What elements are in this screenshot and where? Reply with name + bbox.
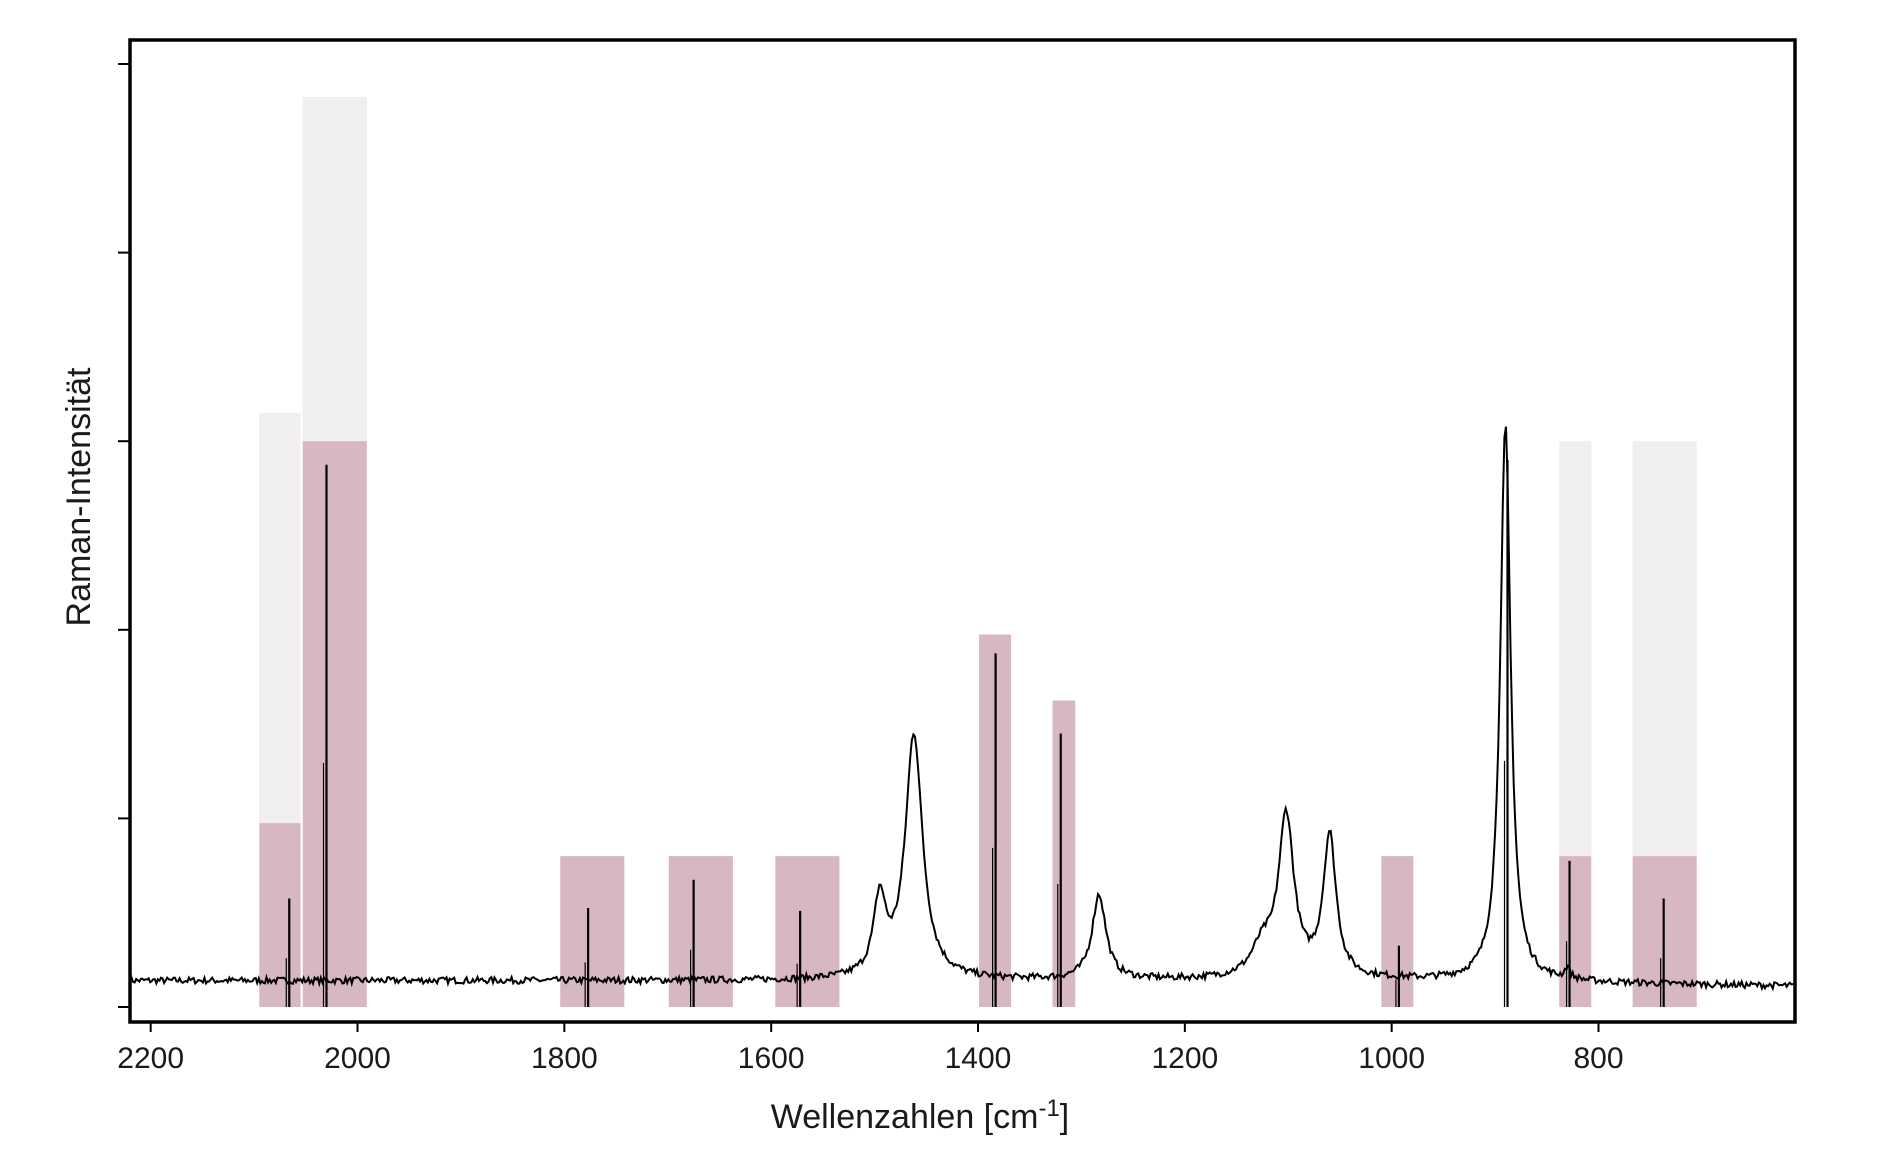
x-tick-label-800: 800 [1573,1042,1623,1075]
x-tick-label-1000: 1000 [1358,1042,1425,1075]
band-faded-0 [259,412,301,824]
reference-sticks [285,460,1665,1007]
x-tick-label-1200: 1200 [1151,1042,1218,1075]
band-4 [775,856,840,1007]
band-3 [668,856,733,1007]
plot-frame [128,38,1797,1024]
band-8 [1559,856,1592,1007]
highlight-bands [259,97,1697,1007]
band-faded-1 [302,97,367,442]
band-7 [1381,856,1414,1007]
axes: 2200 2000 1800 1600 1400 1200 1000 800 [117,38,1797,1075]
band-2 [560,856,625,1007]
band-faded-8 [1559,441,1592,857]
x-tick-label-1800: 1800 [531,1042,598,1075]
x-axis-title: Wellenzahlen [cm-1] [771,1095,1070,1136]
axis-labels: Wellenzahlen [cm-1] Raman-Intensität [60,367,1069,1136]
y-axis-title: Raman-Intensität [60,367,98,626]
x-axis-title-tail: ] [1060,1098,1069,1136]
x-tick-label-1400: 1400 [945,1042,1012,1075]
spectrum-line-layer [129,426,1795,992]
x-axis-title-text: Wellenzahlen [cm [771,1098,1039,1136]
x-tick-label-2000: 2000 [324,1042,391,1075]
x-tick-label-1600: 1600 [738,1042,805,1075]
x-tick-label-2200: 2200 [117,1042,184,1075]
spectrum-line [129,426,1795,992]
x-axis-title-superscript: -1 [1038,1095,1059,1122]
band-6 [1052,700,1076,1007]
band-1 [302,441,367,1007]
band-faded-9 [1632,441,1697,857]
